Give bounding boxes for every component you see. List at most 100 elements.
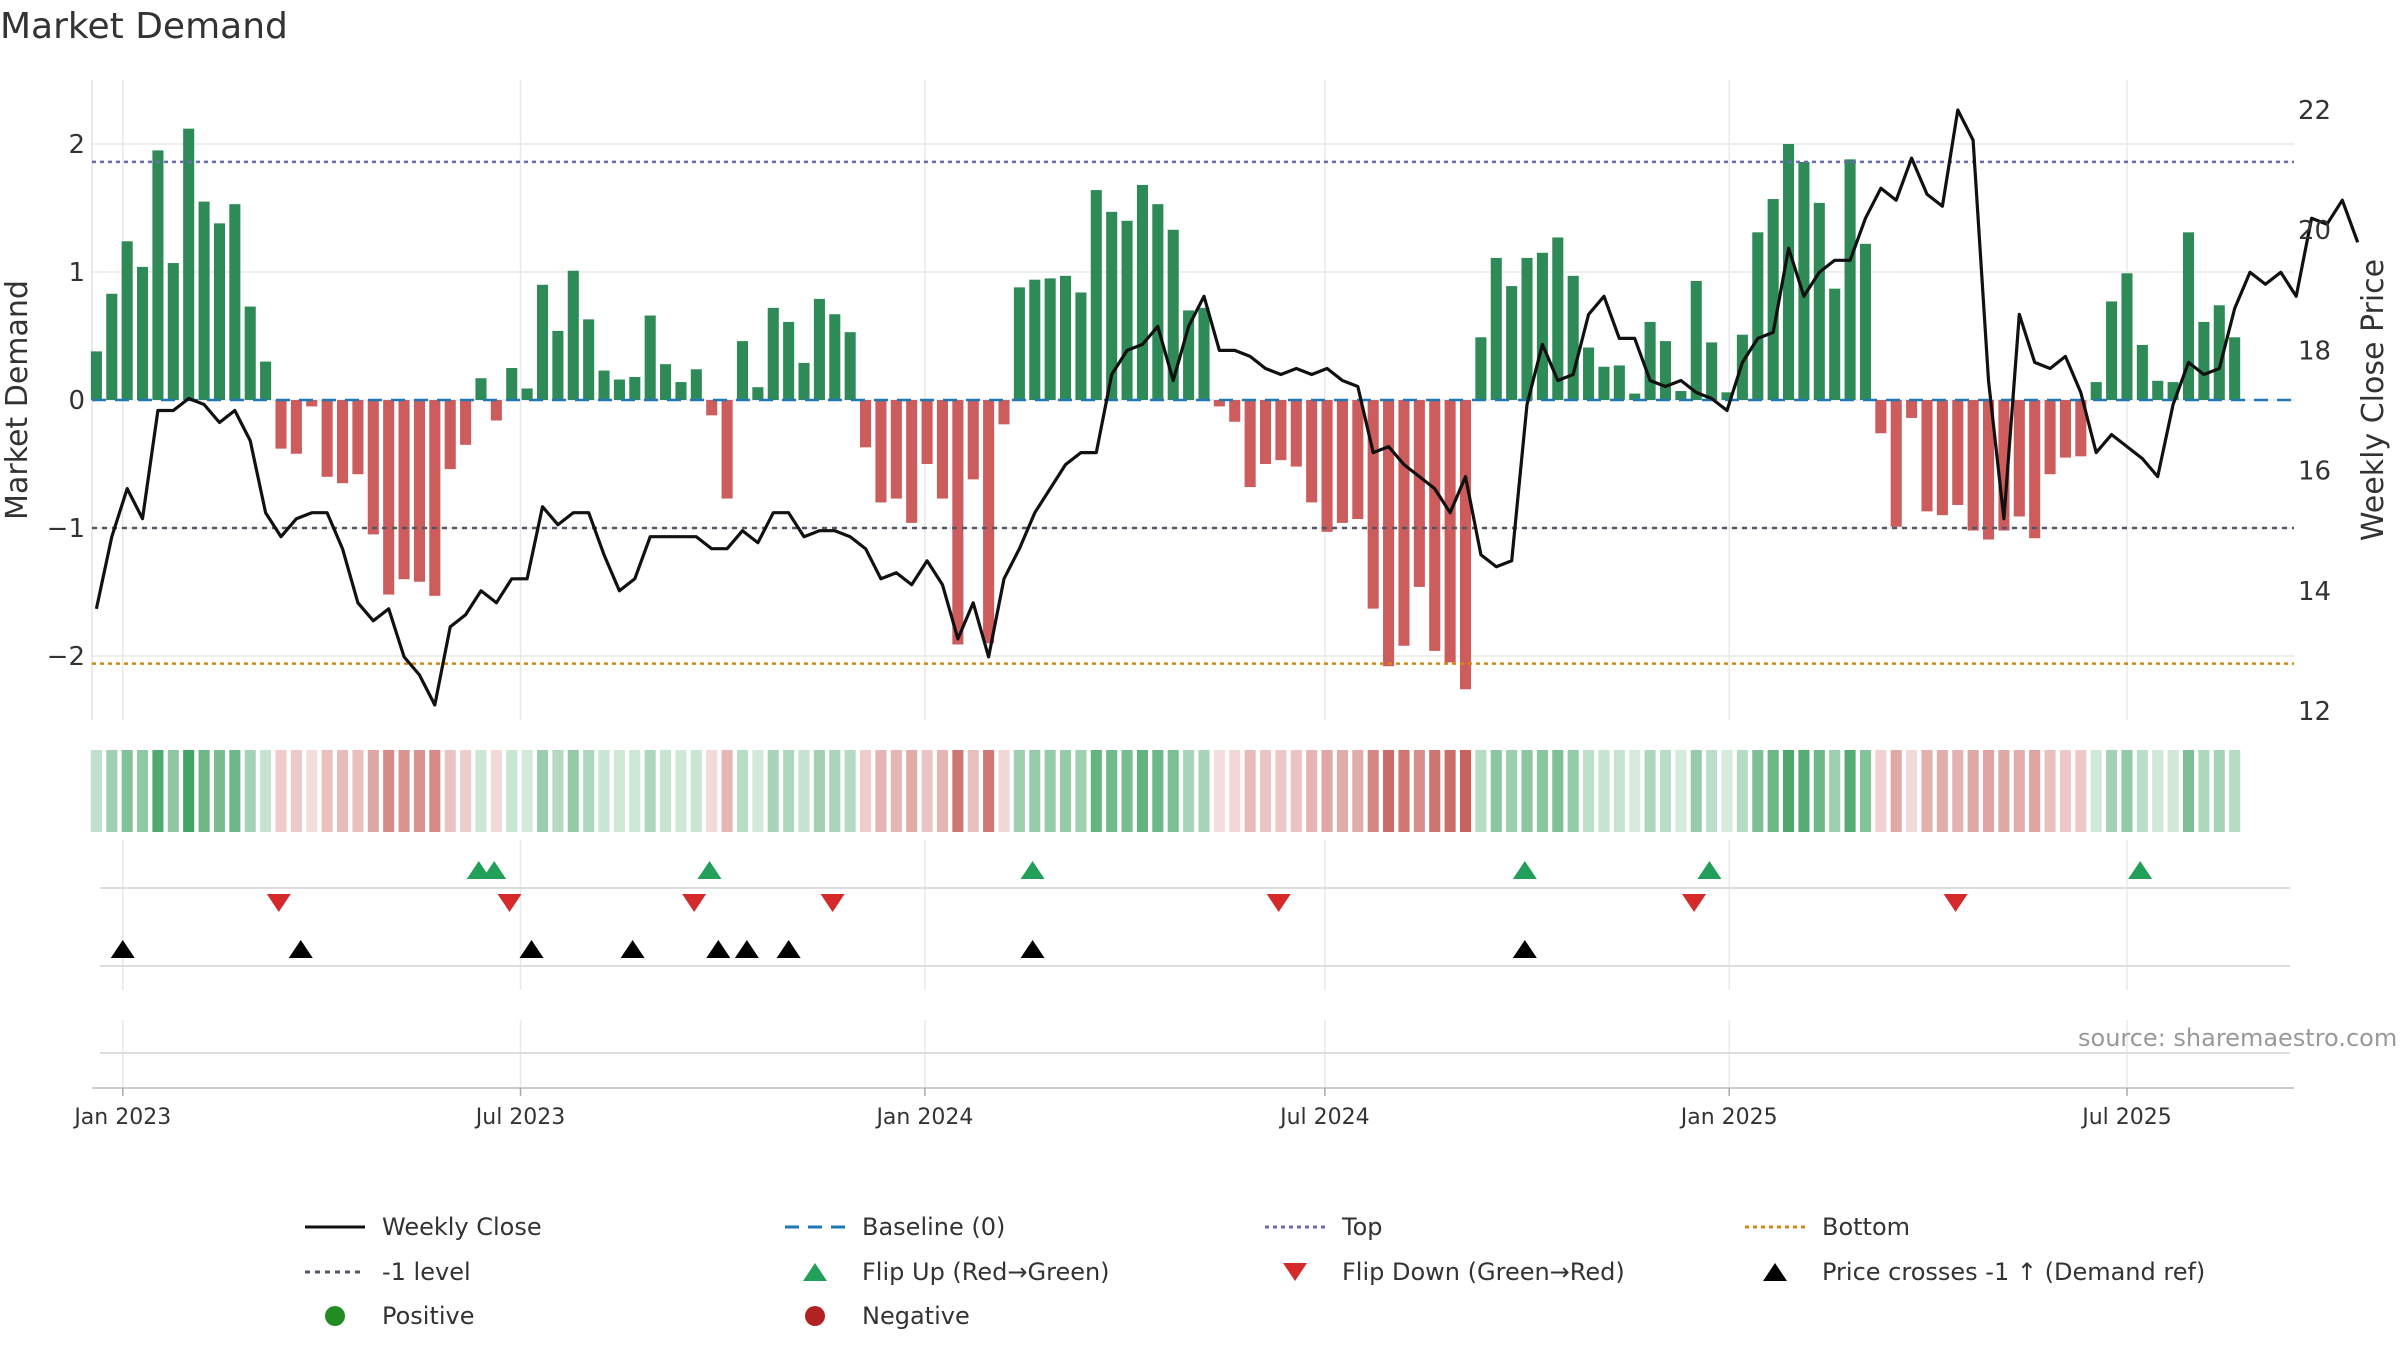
legend-label: Negative xyxy=(862,1302,970,1331)
demand-bar-114 xyxy=(1844,159,1856,400)
strip-cell-55 xyxy=(936,750,949,832)
strip-cell-83 xyxy=(1367,750,1379,832)
strip-cell-95 xyxy=(1552,750,1564,832)
strip-cell-1 xyxy=(106,750,118,832)
strip-cell-139 xyxy=(2229,750,2241,832)
y2-tick-label-2: 16 xyxy=(2298,457,2331,487)
demand-bar-31 xyxy=(567,270,579,400)
close-price-line xyxy=(94,108,2360,707)
flip-down-marker-2 xyxy=(682,894,707,912)
strip-cell-24 xyxy=(460,750,472,832)
demand-bar-41 xyxy=(721,400,733,499)
strip-cell-114 xyxy=(1844,750,1856,832)
demand-bar-43 xyxy=(752,387,764,400)
strip-cell-119 xyxy=(1921,750,1933,832)
legend-label: Flip Up (Red→Green) xyxy=(862,1257,1110,1286)
reference-lines xyxy=(92,160,2294,665)
demand-bar-95 xyxy=(1552,237,1564,400)
demand-bar-71 xyxy=(1183,310,1195,400)
legend-item-bottom: Bottom xyxy=(1740,1208,2260,1246)
strip-cell-19 xyxy=(383,750,395,832)
strip-cell-113 xyxy=(1829,750,1841,832)
demand-bar-79 xyxy=(1306,400,1318,503)
demand-bar-64 xyxy=(1075,292,1087,400)
strip-cell-111 xyxy=(1798,750,1810,832)
demand-bar-23 xyxy=(444,400,456,470)
demand-bar-83 xyxy=(1367,400,1379,609)
strip-cell-56 xyxy=(952,750,964,832)
demand-bar-91 xyxy=(1490,257,1502,400)
demand-bar-132 xyxy=(2121,273,2133,400)
strip-cell-3 xyxy=(137,750,149,832)
strip-cell-122 xyxy=(1967,750,1979,832)
strip-cell-43 xyxy=(752,750,764,832)
flip-down-marker-4 xyxy=(1266,894,1291,912)
demand-bar-111 xyxy=(1798,161,1810,400)
strip-cell-87 xyxy=(1429,750,1441,832)
demand-bar-131 xyxy=(2106,301,2118,400)
demand-bar-60 xyxy=(1013,287,1025,400)
strip-cell-76 xyxy=(1259,750,1272,832)
demand-bar-69 xyxy=(1152,204,1164,400)
demand-bar-67 xyxy=(1121,220,1133,400)
strip-cell-93 xyxy=(1521,750,1533,832)
demand-bar-68 xyxy=(1136,184,1148,400)
strip-cell-46 xyxy=(798,750,810,832)
demand-bar-92 xyxy=(1506,286,1518,400)
demand-bar-37 xyxy=(660,364,672,400)
strip-cell-39 xyxy=(690,750,702,832)
strip-cell-120 xyxy=(1936,750,1948,832)
price-cross-marker-5 xyxy=(734,940,759,958)
strip-cell-16 xyxy=(336,750,349,832)
legend-item-minus1: -1 level xyxy=(300,1253,780,1291)
strip-cell-132 xyxy=(2121,750,2133,832)
strip-cell-60 xyxy=(1013,750,1025,832)
demand-bar-76 xyxy=(1259,400,1272,464)
demand-heat-strip xyxy=(90,750,2241,832)
legend-swatch-baseline xyxy=(785,1225,845,1229)
main-gridlines xyxy=(91,80,2294,1090)
strip-cell-29 xyxy=(536,750,549,832)
strip-cell-91 xyxy=(1490,750,1502,832)
legend-swatch-minus1 xyxy=(305,1270,365,1274)
strip-cell-40 xyxy=(706,750,718,832)
strip-cell-13 xyxy=(290,750,302,832)
strip-cell-127 xyxy=(2044,750,2056,832)
legend-label: Flip Down (Green→Red) xyxy=(1342,1257,1625,1286)
strip-cell-57 xyxy=(967,750,979,832)
demand-bar-40 xyxy=(706,400,718,416)
strip-cell-20 xyxy=(398,750,410,832)
demand-bar-30 xyxy=(552,330,564,400)
strip-cell-27 xyxy=(506,750,518,832)
flip-down-marker-6 xyxy=(1943,894,1968,912)
price-cross-marker-8 xyxy=(1512,940,1537,958)
demand-bar-125 xyxy=(2013,400,2025,517)
strip-cell-70 xyxy=(1167,750,1179,832)
strip-cell-97 xyxy=(1583,750,1595,832)
y2-tick-label-0: 12 xyxy=(2298,697,2331,727)
flip-up-marker-3 xyxy=(1020,861,1045,879)
strip-cell-90 xyxy=(1475,750,1487,832)
strip-cell-65 xyxy=(1090,750,1102,832)
price-cross-marker-3 xyxy=(620,940,645,958)
strip-cell-35 xyxy=(629,750,641,832)
flip-down-marker-5 xyxy=(1682,894,1707,912)
demand-bar-65 xyxy=(1090,190,1102,400)
demand-bar-120 xyxy=(1936,400,1948,516)
strip-cell-136 xyxy=(2182,750,2195,832)
legend-item-top: Top xyxy=(1260,1208,1740,1246)
source-credit: source: sharemaestro.com xyxy=(2078,1024,2398,1052)
strip-cell-75 xyxy=(1244,750,1256,832)
strip-cell-45 xyxy=(783,750,795,832)
demand-bar-87 xyxy=(1429,400,1441,651)
strip-cell-41 xyxy=(721,750,733,832)
x-tick-label-1: Jul 2023 xyxy=(474,1105,566,1130)
strip-cell-8 xyxy=(213,750,225,832)
demand-bar-85 xyxy=(1398,400,1410,646)
strip-cell-135 xyxy=(2167,750,2179,832)
strip-cell-107 xyxy=(1736,750,1748,832)
demand-bar-61 xyxy=(1029,279,1041,400)
demand-bar-102 xyxy=(1659,341,1672,400)
strip-cell-98 xyxy=(1598,750,1610,832)
demand-bar-72 xyxy=(1198,307,1210,400)
